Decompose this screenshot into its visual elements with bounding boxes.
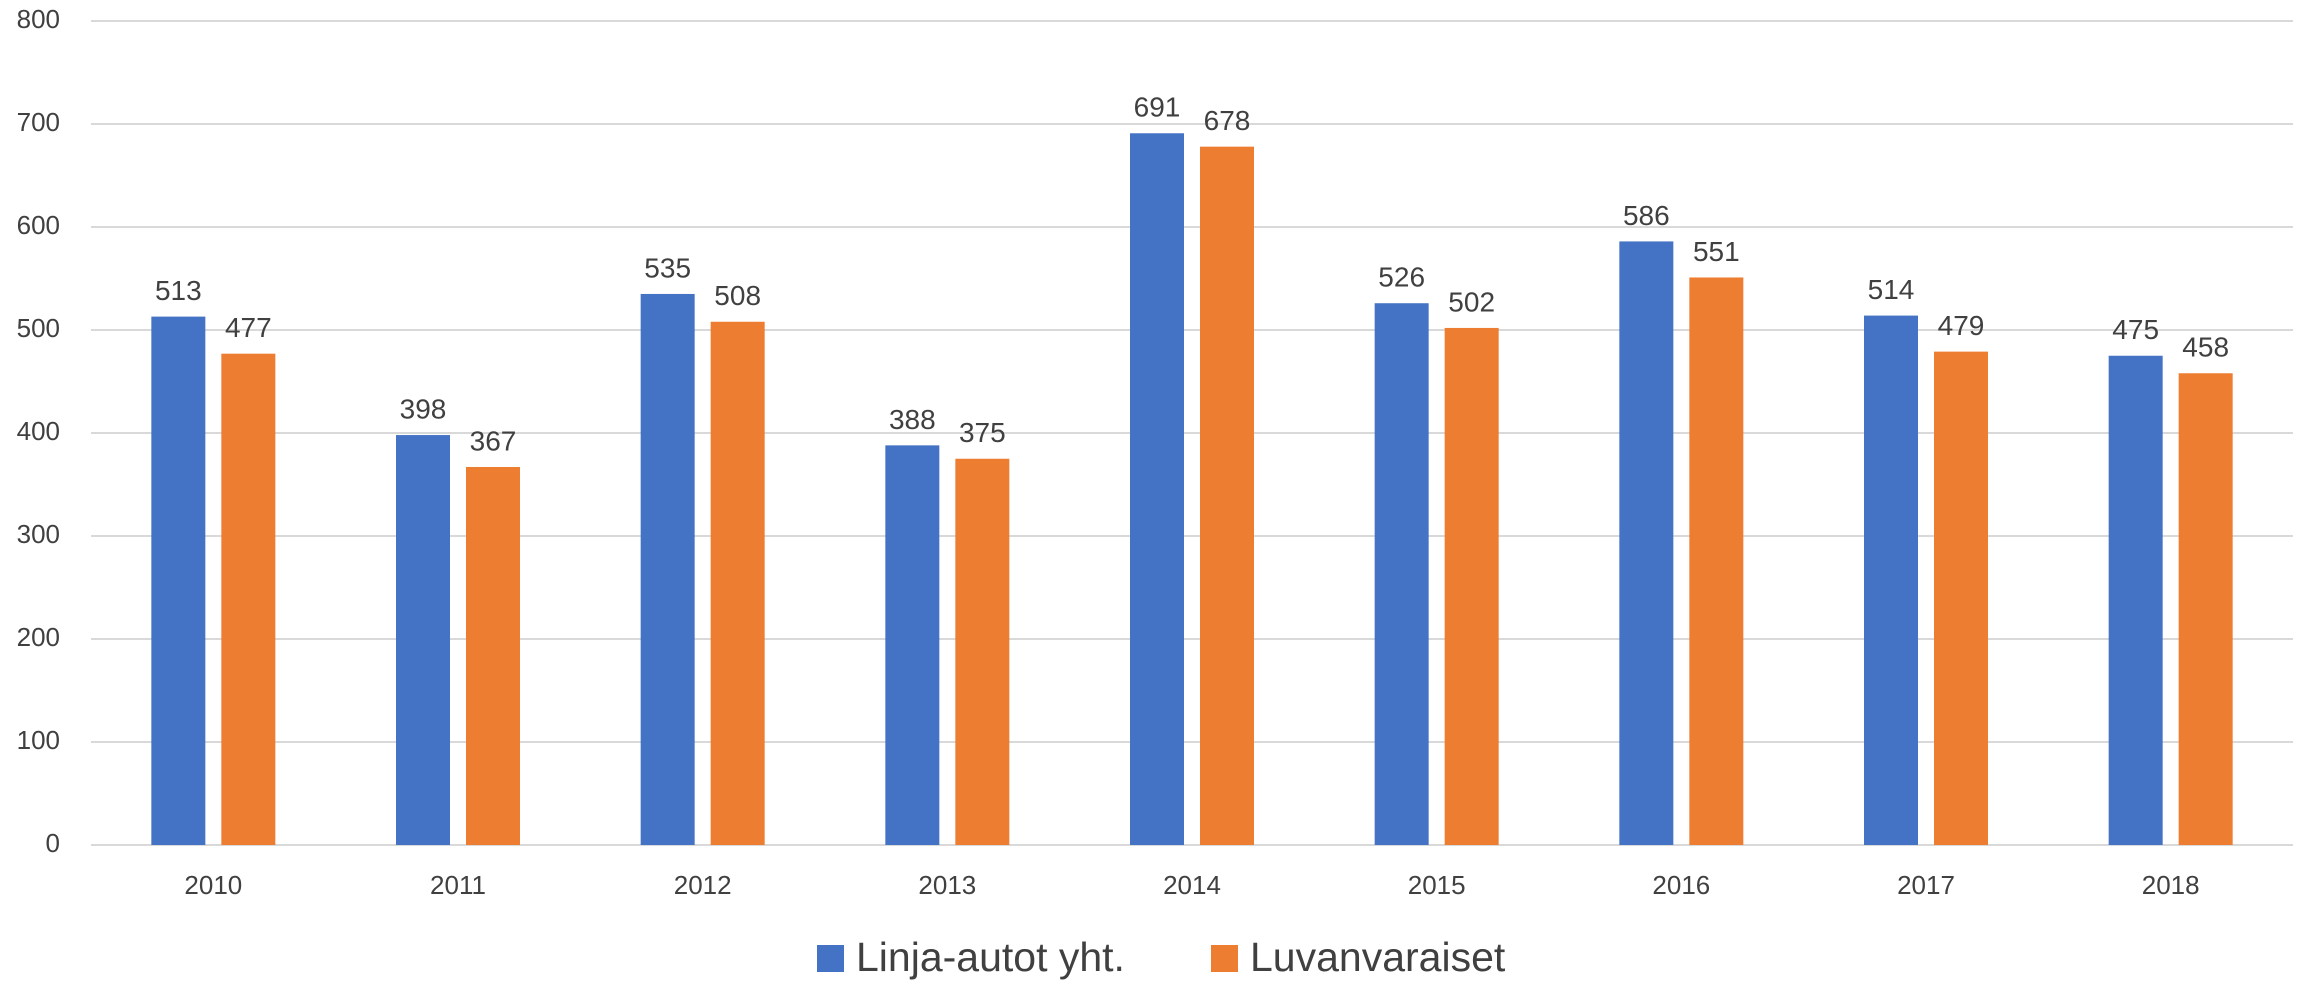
legend-swatch [1211, 945, 1238, 972]
legend-label: Luvanvaraiset [1250, 934, 1506, 980]
value-label: 479 [1938, 310, 1985, 341]
x-tick-label: 2014 [1163, 870, 1221, 900]
x-tick-label: 2017 [1897, 870, 1955, 900]
bar [885, 445, 940, 845]
bar [1689, 277, 1744, 846]
y-tick-label: 500 [17, 313, 60, 343]
bar [221, 353, 276, 845]
legend-swatch [817, 945, 844, 972]
y-tick-label: 600 [17, 210, 60, 240]
bar [2178, 373, 2233, 845]
bar [955, 458, 1010, 845]
value-label: 526 [1378, 262, 1425, 293]
value-label: 388 [889, 404, 936, 435]
bar [466, 466, 520, 845]
y-tick-label: 400 [17, 416, 60, 446]
x-tick-label: 2013 [918, 870, 976, 900]
value-label: 678 [1204, 105, 1251, 136]
value-label: 477 [225, 312, 272, 343]
value-label: 375 [959, 417, 1006, 448]
bar [151, 316, 206, 845]
x-tick-label: 2016 [1652, 870, 1710, 900]
x-tick-label: 2018 [2142, 870, 2200, 900]
value-label: 502 [1448, 286, 1495, 317]
y-tick-label: 0 [46, 828, 60, 858]
bar [1864, 315, 1918, 846]
x-tick-label: 2010 [184, 870, 242, 900]
y-tick-label: 200 [17, 622, 60, 652]
value-label: 508 [714, 280, 761, 311]
x-tick-label: 2011 [430, 870, 486, 900]
bar [710, 321, 765, 845]
value-label: 691 [1134, 92, 1181, 123]
bar [1130, 133, 1184, 845]
value-label: 458 [2182, 332, 2229, 363]
value-label: 398 [400, 393, 447, 424]
value-label: 513 [155, 275, 202, 306]
y-tick-label: 100 [17, 725, 60, 755]
y-tick-label: 700 [17, 107, 60, 137]
value-label: 535 [644, 252, 691, 283]
value-label: 514 [1868, 274, 1915, 305]
value-label: 586 [1623, 200, 1670, 231]
x-tick-label: 2012 [674, 870, 732, 900]
bar [1444, 327, 1499, 845]
x-tick-label: 2015 [1408, 870, 1466, 900]
bar [396, 435, 450, 845]
bar [2108, 355, 2163, 845]
y-tick-label: 300 [17, 519, 60, 549]
y-tick-label: 800 [17, 4, 60, 34]
bar [1619, 241, 1674, 846]
value-label: 367 [470, 425, 517, 456]
bar [640, 293, 695, 845]
value-label: 551 [1693, 236, 1740, 267]
legend-label: Linja-autot yht. [856, 934, 1125, 980]
bar [1934, 351, 1988, 845]
value-label: 475 [2112, 314, 2159, 345]
bar [1200, 146, 1254, 845]
bar [1374, 303, 1429, 846]
